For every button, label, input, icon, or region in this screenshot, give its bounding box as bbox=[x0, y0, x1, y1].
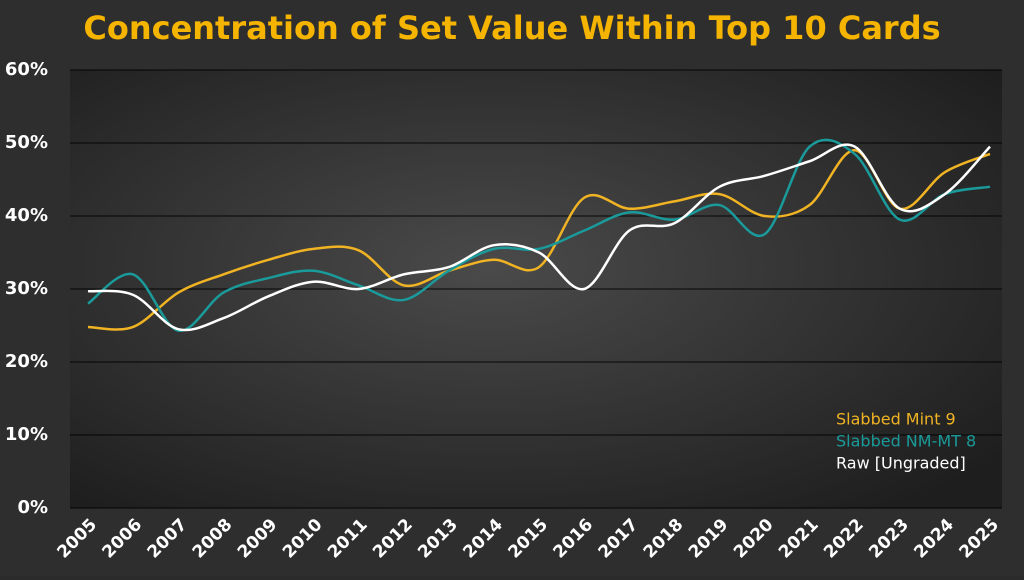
y-tick-label: 30% bbox=[5, 278, 48, 299]
y-tick-label: 50% bbox=[5, 132, 48, 153]
y-tick-label: 0% bbox=[17, 497, 48, 518]
series-line bbox=[87, 143, 991, 332]
series-line bbox=[87, 149, 991, 331]
y-tick-label: 60% bbox=[5, 59, 48, 80]
y-tick-label: 40% bbox=[5, 205, 48, 226]
legend-entry: Slabbed NM-MT 8 bbox=[836, 432, 976, 451]
legend-entry: Slabbed Mint 9 bbox=[836, 410, 956, 429]
legend-entry: Raw [Ungraded] bbox=[836, 454, 966, 473]
y-tick-label: 10% bbox=[5, 424, 48, 445]
chart-title: Concentration of Set Value Within Top 10… bbox=[83, 9, 940, 47]
y-tick-label: 20% bbox=[5, 351, 48, 372]
series-line bbox=[87, 138, 991, 332]
